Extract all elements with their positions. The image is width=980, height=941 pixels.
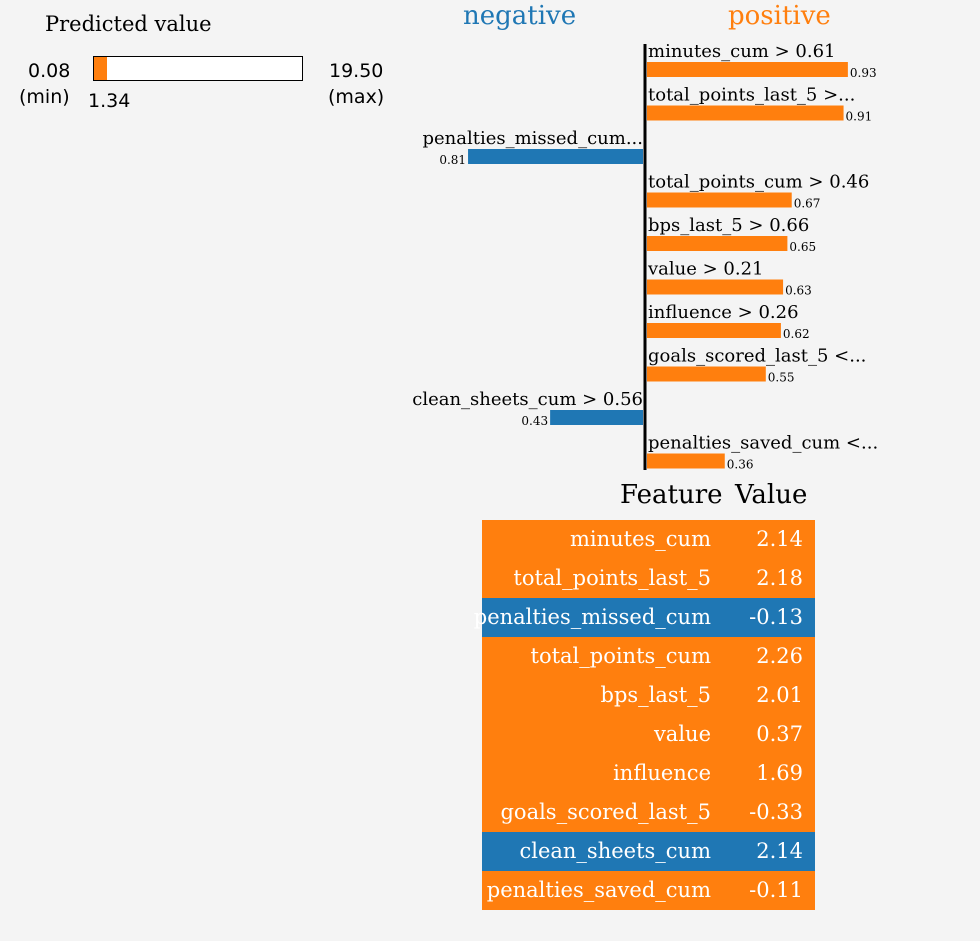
negative-legend-label: negative [463,1,577,31]
chart-bar-label: influence > 0.26 [648,302,799,323]
chart-bar [647,62,848,77]
table-cell-value: 2.18 [756,566,803,590]
table-cell-feature: penalties_saved_cum [486,878,711,902]
table-row: bps_last_5 2.01 [482,676,815,715]
table-cell-feature: minutes_cum [569,527,711,551]
table-cell-feature: penalties_missed_cum [473,605,711,629]
chart-bar-label: penalties_saved_cum <... [648,433,878,454]
table-row: total_points_cum 2.26 [482,637,815,676]
table-cell-value: 2.01 [756,683,803,707]
chart-bar-label: goals_scored_last_5 <... [648,346,866,367]
table-cell-value: -0.33 [749,800,803,824]
table-cell-value: 2.26 [756,644,803,668]
table-cell-value: 2.14 [756,527,803,551]
chart-bar-label: total_points_last_5 >... [648,85,855,106]
table-row: value 0.37 [482,715,815,754]
table-header-feature: Feature [620,480,723,510]
table-cell-value: -0.11 [749,878,803,902]
chart-data-label: 0.43 [521,414,548,428]
table-cell-feature: goals_scored_last_5 [500,800,711,824]
chart-bar-label: total_points_cum > 0.46 [648,172,869,193]
chart-data-label: 0.55 [768,371,795,385]
chart-data-label: 0.63 [785,284,812,298]
chart-data-label: 0.91 [846,110,873,124]
table-row: goals_scored_last_5 -0.33 [482,793,815,832]
chart-bar-label: value > 0.21 [647,259,764,280]
table-row: total_points_last_5 2.18 [482,559,815,598]
predicted-max-label: (max) [328,86,385,108]
chart-data-label: 0.36 [727,458,754,472]
table-row: penalties_saved_cum -0.11 [482,871,815,910]
chart-bar [647,279,784,295]
table-cell-feature: value [653,722,711,746]
table-cell-feature: bps_last_5 [600,683,711,707]
chart-data-label: 0.65 [789,240,816,254]
table-cell-value: 0.37 [756,722,803,746]
chart-bar [647,236,788,251]
chart-bar [647,366,766,382]
feature-contribution-chart: minutes_cum > 0.61 0.93 total_points_last_… [412,41,878,472]
chart-data-label: 0.67 [794,197,821,211]
chart-bar [468,149,643,164]
table-cell-value: -0.13 [749,605,803,629]
chart-data-label: 0.93 [850,66,877,80]
table-row: influence 1.69 [482,754,815,793]
table-row: clean_sheets_cum 2.14 [482,832,815,871]
table-cell-feature: total_points_cum [530,644,712,668]
chart-bar-label: bps_last_5 > 0.66 [648,215,809,236]
table-cell-value: 1.69 [756,761,803,785]
predicted-value-fill [94,57,108,80]
chart-data-label: 0.62 [783,327,810,341]
table-row: penalties_missed_cum -0.13 [474,598,815,637]
chart-bar [647,453,725,469]
table-cell-feature: total_points_last_5 [513,566,711,590]
chart-bar-label: clean_sheets_cum > 0.56 [412,389,643,410]
table-cell-feature: clean_sheets_cum [519,839,711,863]
chart-bar [550,410,643,425]
predicted-min-label: (min) [19,86,70,108]
chart-data-label: 0.81 [439,153,466,167]
chart-bar [647,323,781,338]
table-header-value: Value [735,480,808,510]
predicted-value-title: Predicted value [45,12,212,36]
table-cell-feature: influence [613,761,711,785]
predicted-value-bar [93,56,303,81]
predicted-value: 1.34 [88,90,131,112]
table-row: minutes_cum 2.14 [482,520,815,559]
chart-bar [647,192,792,208]
chart-bar-label: minutes_cum > 0.61 [648,41,835,62]
positive-legend-label: positive [728,1,831,31]
table-cell-value: 2.14 [756,839,803,863]
predicted-max-value: 19.50 [329,60,384,82]
predicted-min-value: 0.08 [28,60,71,82]
chart-bar-label: penalties_missed_cum... [422,128,643,149]
table-header: Feature Value [482,480,815,514]
chart-bar [647,105,844,121]
